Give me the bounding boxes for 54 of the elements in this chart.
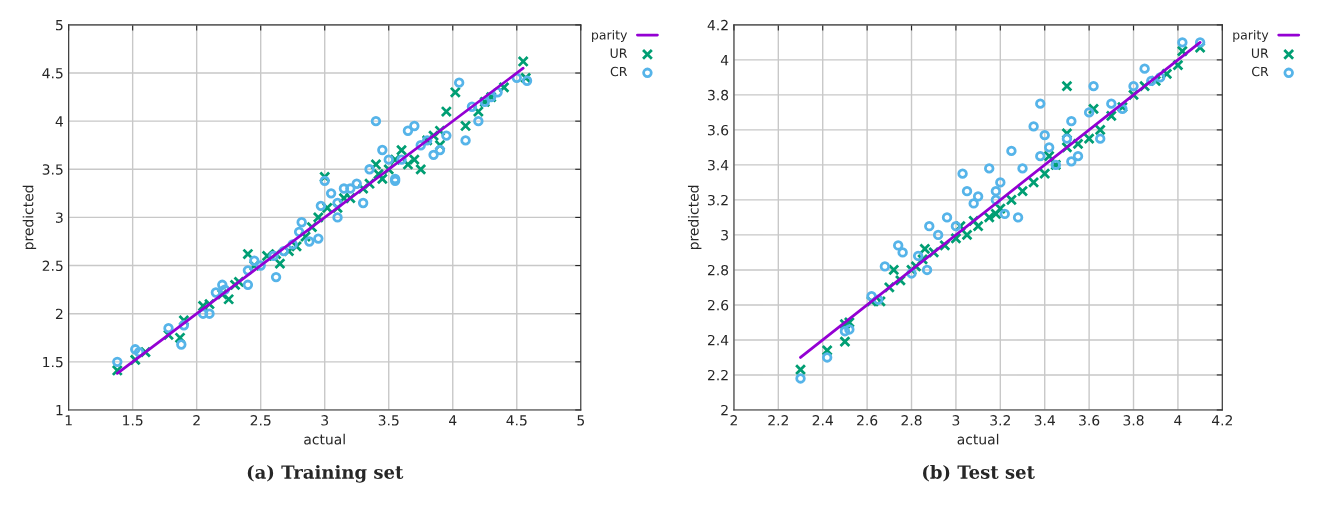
- y-tick-label: 2.4: [707, 334, 729, 346]
- x-tick-label: 3.8: [1123, 415, 1144, 426]
- y-tick-label: 4: [55, 116, 63, 127]
- x-tick-label: 3.2: [990, 415, 1010, 426]
- legend-label: CR: [1252, 66, 1269, 77]
- x-tick-label: 2.4: [812, 415, 833, 426]
- y-tick-label: 4.5: [42, 68, 63, 79]
- y-tick-label: 3: [721, 229, 728, 241]
- y-tick-label: 5: [56, 20, 63, 31]
- y-tick-label: 2.6: [707, 299, 729, 311]
- x-tick-label: 4.5: [506, 415, 527, 426]
- y-tick-label: 2: [55, 308, 63, 319]
- x-axis-title: actual: [957, 433, 999, 445]
- x-tick-label: 2: [193, 415, 200, 426]
- x-tick-label: 3: [321, 415, 329, 426]
- y-tick-label: 3: [56, 212, 63, 223]
- x-tick-label: 2.2: [768, 415, 788, 426]
- y-tick-label: 3.4: [708, 159, 729, 171]
- x-tick-label: 3.6: [1079, 415, 1100, 426]
- legend-label: parity: [1233, 29, 1269, 42]
- x-tick-label: 1.5: [123, 415, 143, 426]
- text: (a) Training set: [247, 464, 404, 483]
- y-tick-label: 1: [56, 405, 63, 416]
- y-tick-label: 3.5: [42, 164, 63, 175]
- legend-label: UR: [1251, 48, 1269, 58]
- x-tick-label: 2: [730, 415, 737, 426]
- y-tick-label: 3.6: [708, 124, 729, 136]
- legend-label: UR: [610, 48, 628, 58]
- x-tick-label: 4: [1174, 415, 1182, 426]
- y-tick-label: 4: [720, 55, 729, 66]
- legend-label: CR: [610, 66, 628, 77]
- x-tick-label: 4: [449, 415, 457, 426]
- y-tick-label: 2.5: [42, 260, 63, 272]
- x-tick-label: 4.2: [1211, 415, 1232, 426]
- x-tick-label: 3: [952, 415, 960, 426]
- y-tick-label: 4.2: [707, 19, 728, 31]
- x-tick-label: 2.5: [250, 415, 271, 426]
- y-axis-title: predicted: [22, 185, 37, 250]
- x-tick-label: 2.6: [857, 415, 878, 426]
- legend-label: parity: [592, 29, 628, 42]
- y-tick-label: 2.2: [707, 369, 728, 381]
- y-tick-label: 3.8: [708, 89, 729, 101]
- y-tick-label: 3.2: [708, 194, 728, 206]
- x-tick-label: 2.8: [901, 415, 922, 426]
- x-tick-label: 1: [65, 415, 72, 426]
- x-tick-label: 3.5: [378, 415, 399, 426]
- y-tick-label: 2.8: [707, 264, 729, 276]
- x-tick-label: 5: [577, 415, 585, 426]
- x-axis-title: actual: [304, 433, 345, 445]
- x-tick-label: 3.4: [1034, 415, 1055, 426]
- text: (b) Test set: [923, 464, 1035, 482]
- y-tick-label: 1.5: [43, 356, 63, 368]
- y-tick-label: 2: [721, 404, 728, 416]
- y-axis-title: predicted: [687, 185, 702, 250]
